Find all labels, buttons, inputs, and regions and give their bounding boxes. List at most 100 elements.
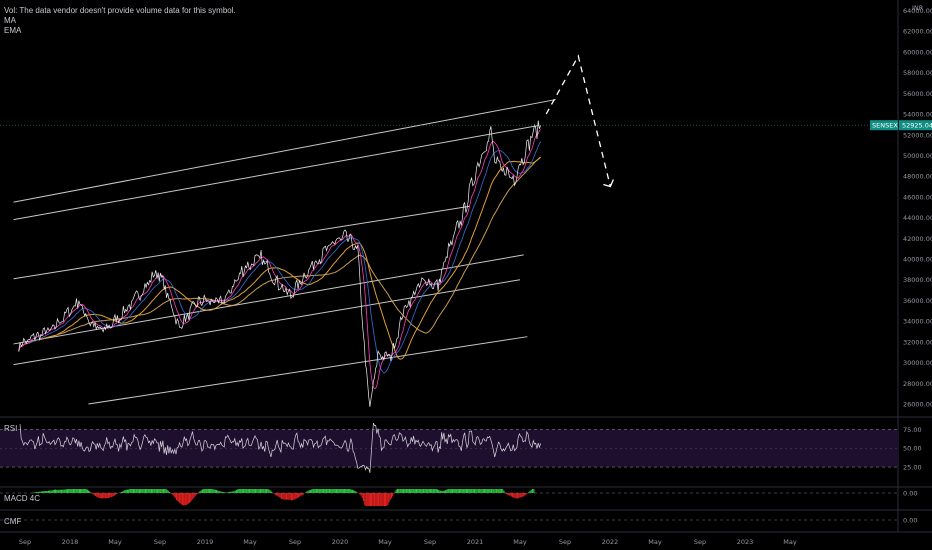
macd-bar (418, 489, 420, 493)
macd-bar (86, 489, 88, 493)
macd-bar (532, 489, 534, 493)
macd-bar (326, 489, 328, 493)
macd-bar (364, 493, 366, 506)
macd-bar (302, 493, 304, 495)
macd-bar (353, 490, 355, 493)
macd-bar (102, 493, 104, 499)
macd-bar (192, 493, 194, 499)
macd-bar (225, 492, 227, 493)
macd-bar (183, 493, 185, 506)
macd-bar (105, 493, 107, 499)
macd-bar (261, 489, 263, 493)
macd-bar (427, 489, 429, 493)
macd-bar (44, 491, 46, 493)
macd-bar (476, 489, 478, 493)
macd-bar (138, 489, 140, 493)
macd-bar (271, 491, 273, 493)
macd-bar (317, 489, 319, 493)
macd-bar (328, 489, 330, 493)
macd-bar (253, 489, 255, 493)
price-tick-label: 54000.00 (903, 111, 932, 119)
macd-bar (338, 489, 340, 493)
macd-bar (204, 489, 206, 493)
macd-bar (356, 492, 358, 493)
macd-bar (350, 489, 352, 493)
price-tick-label: 30000.00 (903, 359, 932, 367)
macd-bar (257, 489, 259, 493)
rsi-pane: 75.00 50.00 25.00 (0, 422, 922, 473)
macd-bar (217, 490, 219, 493)
macd-bar (137, 489, 139, 493)
price-tick-label: 52000.00 (903, 131, 932, 139)
macd-bar (300, 493, 302, 496)
macd-bar (375, 493, 377, 506)
macd-bar (387, 493, 389, 505)
macd-bar (349, 489, 351, 493)
macd-bar (158, 489, 160, 493)
macd-bar (238, 489, 240, 493)
macd-bar (456, 489, 458, 493)
macd-bar (135, 489, 137, 493)
macd-bar (109, 493, 111, 498)
macd-bar (483, 489, 485, 493)
cmf-label[interactable]: CMF (4, 517, 22, 526)
macd-bar (49, 490, 51, 493)
macd-bar (198, 492, 200, 493)
macd-bar (98, 493, 100, 498)
rsi-label[interactable]: RSI (4, 424, 18, 433)
macd-bar (296, 493, 298, 498)
macd-bar (420, 489, 422, 493)
macd-bar (129, 489, 131, 493)
macd-bar (99, 493, 101, 499)
macd-bar (181, 493, 183, 505)
time-tick-label: Sep (289, 538, 301, 546)
ema-legend[interactable]: EMA (4, 26, 22, 35)
macd-bar (168, 492, 170, 493)
macd-bar (259, 489, 261, 493)
macd-bar (287, 493, 289, 500)
time-tick-label: May (513, 538, 527, 546)
channel-line (13, 124, 539, 221)
macd-bar (399, 489, 401, 493)
macd-bar (123, 490, 125, 493)
price-tick-label: 32000.00 (903, 338, 932, 346)
chart-legend: Vol: The data vendor doesn't provide vol… (4, 6, 236, 36)
macd-bar (240, 489, 242, 493)
macd-bar (246, 489, 248, 493)
macd-bar (194, 493, 196, 496)
macd-bar (453, 489, 455, 493)
macd-bar (237, 489, 239, 493)
macd-bar (47, 490, 49, 493)
price-tick-label: 48000.00 (903, 173, 932, 181)
macd-bar (154, 489, 156, 493)
time-tick-label: Sep (19, 538, 31, 546)
macd-bar (330, 489, 332, 493)
macd-bar (34, 492, 36, 493)
time-tick-label: Sep (424, 538, 436, 546)
macd-bar (211, 489, 213, 493)
macd-bar (355, 491, 357, 493)
macd-bar (201, 489, 203, 493)
macd-bar (121, 491, 123, 493)
last-price-value: 52925.04 (902, 122, 932, 130)
macd-bar (372, 493, 374, 506)
time-tick-label: May (783, 538, 797, 546)
macd-label[interactable]: MACD 4C (4, 494, 41, 503)
macd-bar (172, 493, 174, 496)
macd-bar (36, 491, 38, 493)
macd-bar (464, 489, 466, 493)
macd-bar (489, 489, 491, 493)
macd-bar (432, 489, 434, 493)
ma-legend[interactable]: MA (4, 16, 16, 25)
macd-bar (39, 491, 41, 493)
macd-bar (288, 493, 290, 500)
macd-bar (174, 493, 176, 499)
macd-bar (497, 489, 499, 493)
macd-bar (412, 489, 414, 493)
macd-bar (262, 489, 264, 493)
macd-bar (95, 493, 97, 497)
macd-bar (203, 489, 205, 493)
macd-bar (52, 490, 54, 493)
macd-bar (378, 493, 380, 506)
